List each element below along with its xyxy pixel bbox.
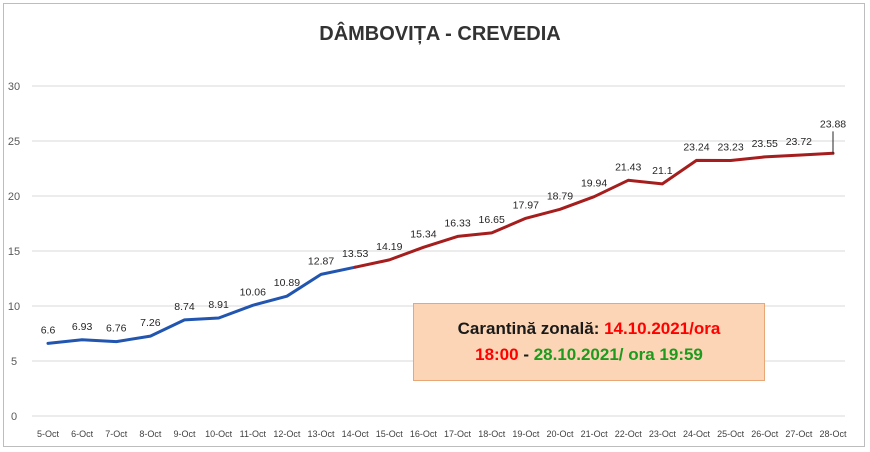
series-line-segment-1 <box>46 265 357 345</box>
annotation-separator: : <box>593 319 605 338</box>
data-series <box>46 131 835 345</box>
data-label: 14.19 <box>376 241 402 253</box>
data-label: 16.33 <box>444 217 470 229</box>
x-tick-label: 26-Oct <box>751 429 779 439</box>
data-label: 23.55 <box>752 138 778 150</box>
data-label: 6.76 <box>106 323 127 335</box>
data-label: 7.26 <box>140 317 161 329</box>
y-axis-ticks: 0 5 10 15 20 25 30 <box>8 81 20 423</box>
data-label: 19.94 <box>581 178 607 190</box>
y-tick-label: 30 <box>8 81 20 93</box>
data-label: 15.34 <box>410 228 436 240</box>
data-label: 23.23 <box>717 141 743 153</box>
annotation-end: 28.10.2021/ ora 19:59 <box>533 345 703 364</box>
series-line-segment-2 <box>353 151 835 269</box>
y-tick-label: 0 <box>11 411 17 423</box>
data-label: 16.65 <box>479 214 505 226</box>
x-tick-label: 23-Oct <box>649 429 677 439</box>
x-tick-label: 19-Oct <box>512 429 540 439</box>
x-tick-label: 27-Oct <box>785 429 813 439</box>
x-tick-label: 11-Oct <box>240 429 267 439</box>
data-label: 8.91 <box>208 299 229 311</box>
data-label: 12.87 <box>308 255 334 267</box>
data-label: 23.88 <box>820 118 846 130</box>
data-label: 23.72 <box>786 136 812 148</box>
x-tick-label: 16-Oct <box>410 429 438 439</box>
y-tick-label: 25 <box>8 136 20 148</box>
x-tick-label: 21-Oct <box>581 429 609 439</box>
x-tick-label: 15-Oct <box>376 429 404 439</box>
quarantine-annotation: Carantină zonală: 14.10.2021/ora 18:00 -… <box>413 303 765 381</box>
x-tick-label: 9-Oct <box>174 429 197 439</box>
data-label: 6.93 <box>72 321 93 333</box>
data-label: 10.06 <box>240 286 266 298</box>
data-label: 21.1 <box>652 165 673 177</box>
x-tick-label: 25-Oct <box>717 429 745 439</box>
annotation-start-date: 14.10.2021/ora <box>604 319 721 338</box>
y-tick-label: 10 <box>8 301 20 313</box>
annotation-dash: - <box>518 345 534 364</box>
x-tick-label: 10-Oct <box>205 429 233 439</box>
data-label: 18.79 <box>547 190 573 202</box>
chart-title: DÂMBOVIȚA - CREVEDIA <box>319 21 560 45</box>
data-label: 17.97 <box>513 199 539 211</box>
data-label: 6.6 <box>41 324 56 336</box>
annotation-label: Carantină zonală <box>457 319 594 338</box>
x-tick-label: 6-Oct <box>71 429 94 439</box>
x-tick-label: 12-Oct <box>273 429 301 439</box>
x-tick-label: 7-Oct <box>105 429 128 439</box>
x-tick-label: 18-Oct <box>478 429 506 439</box>
data-label: 21.43 <box>615 161 641 173</box>
x-tick-label: 22-Oct <box>615 429 643 439</box>
x-tick-label: 5-Oct <box>37 429 60 439</box>
annotation-start-time: 18:00 <box>475 345 519 364</box>
x-tick-label: 14-Oct <box>342 429 370 439</box>
x-tick-label: 13-Oct <box>308 429 336 439</box>
y-tick-label: 20 <box>8 191 20 203</box>
x-tick-label: 17-Oct <box>444 429 472 439</box>
y-tick-label: 5 <box>11 356 17 368</box>
data-labels: 6.6 6.93 6.76 7.26 8.74 8.91 10.06 10.89 12.87 13… <box>41 118 847 336</box>
x-tick-label: 8-Oct <box>139 429 162 439</box>
data-label: 8.74 <box>174 301 195 313</box>
y-tick-label: 15 <box>8 246 20 258</box>
x-tick-label: 28-Oct <box>819 429 847 439</box>
data-label: 10.89 <box>274 277 300 289</box>
data-label: 13.53 <box>342 248 368 260</box>
x-tick-label: 20-Oct <box>546 429 574 439</box>
x-tick-label: 24-Oct <box>683 429 711 439</box>
x-axis-ticks: 5-Oct 6-Oct 7-Oct 8-Oct 9-Oct 10-Oct 11-Oct 12-… <box>37 429 847 439</box>
data-label: 23.24 <box>683 141 709 153</box>
